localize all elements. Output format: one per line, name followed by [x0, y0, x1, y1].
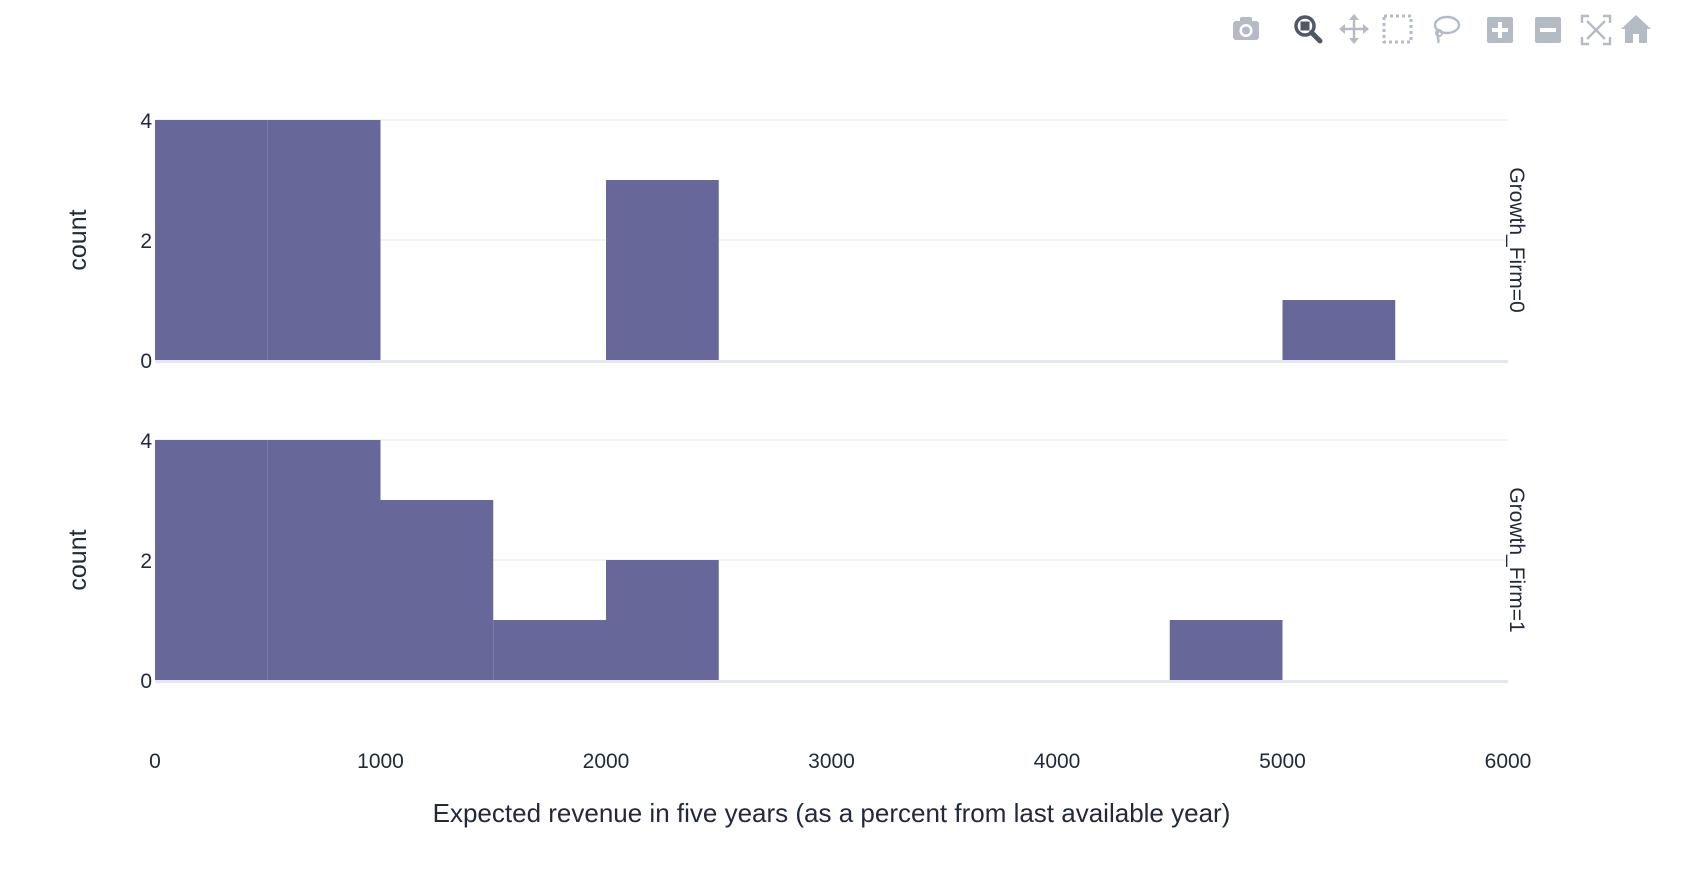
zoom-out-button[interactable] — [1530, 12, 1566, 46]
zoom-in-button[interactable] — [1482, 12, 1518, 46]
histogram-bar — [1169, 620, 1283, 680]
reset-axes-button[interactable] — [1618, 12, 1654, 46]
zoom-in-icon — [1487, 17, 1513, 43]
y-tick-label: 0 — [140, 350, 152, 373]
zoom-icon — [1294, 15, 1323, 44]
histogram-bar — [380, 500, 494, 680]
camera-button[interactable] — [1228, 12, 1264, 46]
modebar — [1228, 12, 1680, 46]
histogram-bar — [155, 440, 268, 680]
x-tick-label: 3000 — [808, 750, 855, 773]
x-tick-label: 2000 — [583, 750, 630, 773]
pan-icon — [1339, 14, 1369, 44]
y-tick-label: 2 — [140, 550, 152, 573]
box-select-icon — [1382, 14, 1413, 44]
x-tick-label: 4000 — [1034, 750, 1081, 773]
x-axis-label: Expected revenue in five years (as a per… — [433, 798, 1231, 828]
y-tick-label: 0 — [140, 670, 152, 693]
autoscale-button[interactable] — [1578, 12, 1614, 46]
histogram-bar — [267, 120, 381, 360]
x-tick-label: 0 — [149, 750, 161, 773]
camera-icon — [1233, 17, 1259, 40]
y-axis-label: count — [64, 209, 92, 270]
lasso-select-button[interactable] — [1428, 12, 1464, 46]
y-axis-label: count — [64, 529, 92, 590]
y-tick-label: 4 — [140, 430, 152, 453]
box-select-button[interactable] — [1380, 12, 1416, 46]
facet-label: Growth_Firm=0 — [1505, 167, 1528, 312]
zoom-button[interactable] — [1290, 12, 1326, 46]
x-tick-label: 5000 — [1259, 750, 1306, 773]
pan-button[interactable] — [1336, 12, 1372, 46]
facet-label: Growth_Firm=1 — [1505, 487, 1528, 632]
reset-axes-icon — [1621, 15, 1651, 43]
histogram-bar — [493, 620, 606, 680]
y-tick-label: 2 — [140, 230, 152, 253]
x-tick-label: 1000 — [357, 750, 404, 773]
histogram-bar — [606, 560, 719, 680]
lasso-select-icon — [1433, 15, 1461, 44]
autoscale-icon — [1580, 14, 1612, 46]
histogram-bar — [1282, 300, 1396, 360]
y-tick-label: 4 — [140, 110, 152, 133]
x-tick-label: 6000 — [1485, 750, 1532, 773]
histogram-bar — [606, 180, 719, 360]
histogram-bar — [267, 440, 381, 680]
zoom-out-icon — [1535, 17, 1561, 43]
histogram-bar — [155, 120, 268, 360]
